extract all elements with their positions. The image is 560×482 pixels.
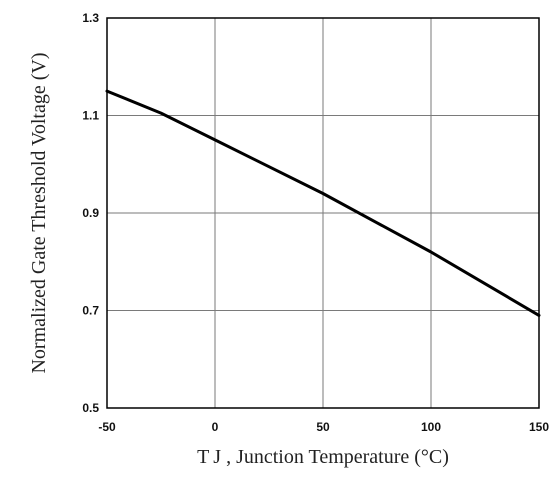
y-tick-label: 0.5 <box>82 401 99 415</box>
plot-frame <box>106 17 540 409</box>
x-tick-label: 100 <box>421 420 441 434</box>
x-tick-label: 0 <box>212 420 219 434</box>
y-tick-label: 1.3 <box>82 11 99 25</box>
x-tick-label: -50 <box>98 420 116 434</box>
y-axis-title: Normalized Gate Threshold Voltage (V) <box>28 52 50 373</box>
grid-layer <box>106 17 540 409</box>
y-tick-label: 0.9 <box>82 206 99 220</box>
x-tick-label: 50 <box>316 420 330 434</box>
x-axis-title: T J , Junction Temperature (°C) <box>197 446 449 468</box>
y-tick-label: 1.1 <box>82 109 99 123</box>
y-tick-label: 0.7 <box>82 304 99 318</box>
x-tick-labels: -50 0 50 100 150 <box>98 420 549 434</box>
series-line <box>105 89 541 317</box>
x-tick-label: 150 <box>529 420 549 434</box>
y-tick-labels: 0.5 0.7 0.9 1.1 1.3 <box>82 11 99 415</box>
series-layer <box>105 89 541 317</box>
